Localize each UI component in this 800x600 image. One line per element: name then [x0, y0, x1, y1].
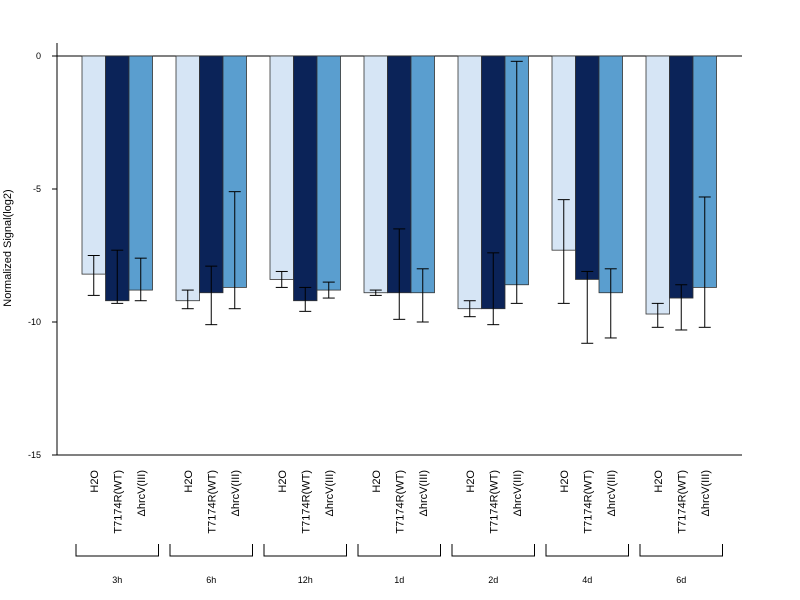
- bar: [175, 55, 200, 302]
- group-bracket: [545, 544, 629, 557]
- group-bracket: [451, 544, 535, 557]
- bar: [410, 55, 435, 294]
- group-bracket: [75, 544, 159, 557]
- bar-label: T7174R(WT): [676, 470, 688, 534]
- bar-label: ΔhrcV(III): [418, 470, 430, 516]
- bar-label: T7174R(WT): [582, 470, 594, 534]
- bar-label: T7174R(WT): [300, 470, 312, 534]
- bar: [316, 55, 341, 291]
- group-label: 4d: [582, 575, 592, 585]
- bar-label: T7174R(WT): [112, 470, 124, 534]
- group-label: 6d: [676, 575, 686, 585]
- group-label: 12h: [298, 575, 313, 585]
- bar: [645, 55, 670, 315]
- bar-label: T7174R(WT): [206, 470, 218, 534]
- group-label: 6h: [206, 575, 216, 585]
- y-tick-label: 0: [36, 51, 41, 61]
- bar: [269, 55, 294, 280]
- bar-label: H2O: [653, 470, 665, 493]
- bar-label: ΔhrcV(III): [324, 470, 336, 516]
- bar-label: ΔhrcV(III): [606, 470, 618, 516]
- bar: [598, 55, 623, 294]
- bar-label: ΔhrcV(III): [230, 470, 242, 516]
- y-axis-label: Normalized Signal(log2): [2, 189, 14, 306]
- bar: [293, 55, 318, 302]
- bar-label: T7174R(WT): [394, 470, 406, 534]
- bar: [363, 55, 388, 294]
- group-bracket: [639, 544, 723, 557]
- bar: [128, 55, 153, 291]
- bar-label: H2O: [465, 470, 477, 493]
- bar-label: ΔhrcV(III): [700, 470, 712, 516]
- bar-label: T7174R(WT): [488, 470, 500, 534]
- bar: [669, 55, 694, 299]
- bar-label: H2O: [277, 470, 289, 493]
- y-tick-label: -15: [28, 450, 41, 460]
- bar: [199, 55, 224, 294]
- category-labels: H2O T7174R(WT) ΔhrcV(III) 3h H2O T7174R(WT) Δh…: [75, 470, 723, 585]
- group-label: 2d: [488, 575, 498, 585]
- bar: [457, 55, 482, 310]
- bar-label: H2O: [183, 470, 195, 493]
- bar-label: H2O: [371, 470, 383, 493]
- bar-label: ΔhrcV(III): [512, 470, 524, 516]
- group-label: 3h: [112, 575, 122, 585]
- bar-label: H2O: [559, 470, 571, 493]
- y-tick-label: -10: [28, 317, 41, 327]
- bar-label: ΔhrcV(III): [136, 470, 148, 516]
- y-tick-label: -5: [33, 184, 41, 194]
- group-bracket: [263, 544, 347, 557]
- group-bracket: [169, 544, 253, 557]
- bar: [81, 55, 106, 275]
- bar: [575, 55, 600, 280]
- bar-label: H2O: [89, 470, 101, 493]
- group-label: 1d: [394, 575, 404, 585]
- error-bars: [87, 60, 711, 344]
- group-bracket: [357, 544, 441, 557]
